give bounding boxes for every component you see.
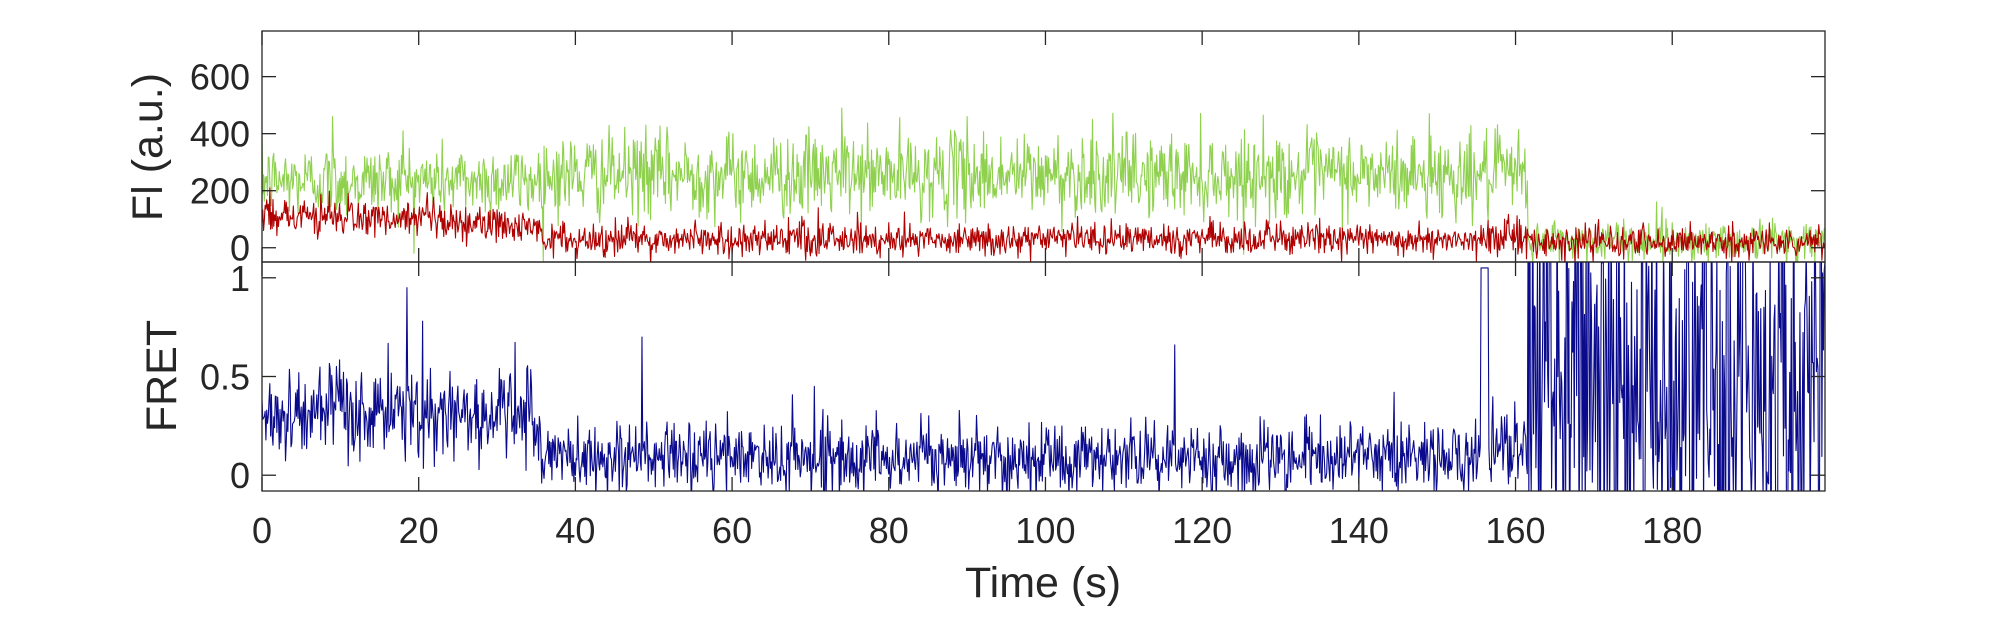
fluorescence-series: [262, 107, 1825, 262]
x-tick-label: 140: [1329, 510, 1389, 551]
x-tick-label: 20: [399, 510, 439, 551]
y-tick-label: 400: [190, 114, 250, 155]
fret-series: [262, 262, 1825, 491]
y-tick-label: 200: [190, 171, 250, 212]
fluorescence-panel: 0 200 400 600 Fl (a.u.): [124, 30, 1826, 269]
fluorescence-y-ticks: 0 200 400 600: [190, 57, 1825, 269]
x-tick-label: 40: [555, 510, 595, 551]
time-x-ticks: 0 20 40 60 80 100 120 140 160 180: [252, 31, 1702, 551]
fret-y-ticks: 00.51: [200, 258, 1825, 496]
fret-y-axis-label: FRET: [138, 320, 186, 432]
x-tick-label: 100: [1015, 510, 1075, 551]
x-tick-label: 0: [252, 510, 272, 551]
x-tick-label: 120: [1172, 510, 1232, 551]
y-tick-label: 600: [190, 57, 250, 98]
y-tick-label: 0.5: [200, 357, 250, 398]
x-tick-label: 180: [1642, 510, 1702, 551]
series-line-fret: [262, 262, 1825, 491]
series-line-acceptor: [262, 187, 1825, 262]
y-tick-label: 1: [230, 258, 250, 299]
y-tick-label: 0: [230, 228, 250, 269]
fluorescence-y-axis-label: Fl (a.u.): [124, 73, 172, 221]
time-x-axis-label: Time (s): [965, 559, 1121, 607]
y-tick-label: 0: [230, 455, 250, 496]
x-tick-label: 80: [869, 510, 909, 551]
fret-panel: 00.51 0 20 40 60 80 100 120 140 160 180 FRET Time…: [138, 31, 1826, 607]
x-tick-label: 60: [712, 510, 752, 551]
x-tick-label: 160: [1485, 510, 1545, 551]
